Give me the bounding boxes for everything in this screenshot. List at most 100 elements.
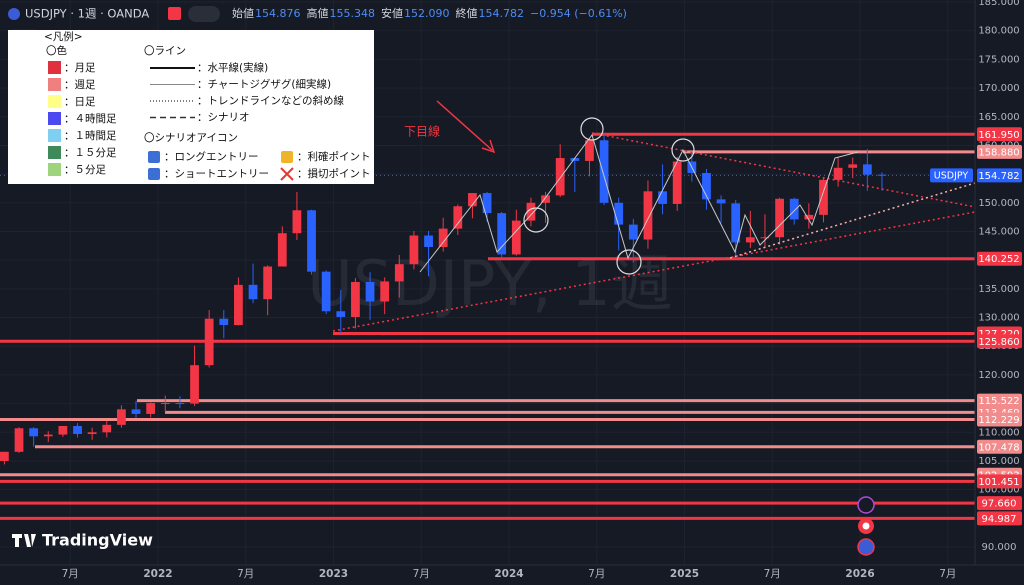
trend-line [332,211,976,332]
candle-body [73,425,82,435]
brand: TradingView [12,531,153,550]
candle-body [877,174,887,176]
circle-marker [616,249,642,275]
level-label-box [977,251,1022,266]
y-tick-label: 105.000 [978,456,1019,467]
x-tick-label: 2026 [845,568,874,580]
candle-body [365,281,375,302]
candle-body [862,164,872,175]
candle-body [219,318,229,326]
level-label-box [977,127,1022,142]
legend-label: ：シナリオ [197,112,250,124]
level-label: 101.451 [978,477,1019,488]
legend-heading: 〇シナリオアイコン [144,132,238,144]
ohlc-value: 154.782 [479,7,525,20]
legend-swatch [48,112,61,125]
candle-body [672,161,682,204]
legend-swatch [48,78,61,91]
levels [0,132,975,520]
ohlc-label: 始値 [232,6,254,20]
legend-icon [148,151,160,163]
level-label-box [977,393,1022,408]
x-tick-label: 2025 [670,568,699,580]
legend-swatch [48,95,61,108]
y-tick-label: 135.000 [978,284,1019,295]
legend: <凡例>〇色 ：月足 ：週足 ：日足 ：４時間足 ：１時間足 ：１５分足 ：５分足 〇ライン ：水… [8,30,374,184]
last-price-label: 154.782 [978,171,1019,182]
y-tick-label: 165.000 [978,112,1019,123]
level-label: 112.229 [978,415,1019,426]
candles [0,134,887,465]
candle-body [775,198,784,238]
x-tick-label: 2023 [319,568,348,580]
legend-label: ：週足 [64,79,96,91]
legend-swatch [48,61,61,74]
level-label: 125.860 [978,337,1019,348]
ohlc-label: 高値 [307,6,329,20]
level-label-box [977,439,1022,454]
symbol-icon [8,8,20,20]
legend-label: ：損切ポイント [297,167,371,180]
candle-body [58,425,68,435]
legend-icon [281,151,293,163]
legend-label: ：チャートジグザグ(細実線) [197,78,331,91]
y-tick-label: 145.000 [978,226,1019,237]
candle-body [716,199,726,204]
candle-body [0,451,9,461]
candle-body [731,203,741,243]
legend-label: ：１時間足 [64,130,117,142]
legend-label: ：５分足 [64,164,106,176]
legend-label: ：１５分足 [64,147,117,159]
legend-label: ：ロングエントリー [164,150,259,163]
x-tick-label: 7月 [764,568,781,580]
candle-body [14,428,24,452]
candle-body [424,235,433,247]
candle-body [263,266,273,300]
x-tick-label: 7月 [237,568,254,580]
y-tick-label: 90.000 [982,542,1017,553]
y-tick-label: 150.000 [978,198,1019,209]
candle-body [248,284,258,300]
axes: 185.000180.000175.000170.000165.000160.0… [62,0,1022,580]
x-tick-label: 2022 [143,568,172,580]
level-label: 94.987 [982,514,1017,525]
candle-body [833,167,843,180]
candle-body [351,281,360,317]
candle-body [819,179,828,215]
level-label-box [977,334,1022,349]
candle-body [760,237,770,239]
candle-body [643,191,653,240]
candle-body [394,264,404,282]
legend-label: ：日足 [64,96,96,108]
circle-marker [671,138,695,162]
legend-label: ：水平線(実線) [197,61,268,74]
bottom-icons [857,496,875,556]
candle-body [482,193,492,214]
circle-marker [580,117,604,141]
y-tick-label: 175.000 [978,54,1019,65]
candle-body [745,237,755,243]
candle-body [555,158,565,196]
legend-label: ：ショートエントリー [164,168,269,180]
candle-body [321,271,331,312]
x-tick-label: 7月 [939,568,956,580]
flag-icon [168,7,181,20]
candle-body [614,202,624,225]
legend-heading: 〇色 [46,44,67,57]
legend-label: ：利確ポイント [297,150,371,163]
ohlc-label: 終値 [456,6,478,20]
circle-marker [523,207,549,233]
candle-body [292,210,302,234]
level-label: 140.252 [978,254,1019,265]
legend-swatch [48,163,61,176]
legend-label: ：月足 [64,62,96,74]
candle-body [307,210,316,272]
legend-swatch [48,129,61,142]
icon [862,522,870,530]
candle-body [658,191,667,204]
x-tick-label: 7月 [588,568,605,580]
candle-body [204,318,214,366]
drawings [332,100,976,332]
brand-logo [12,534,36,547]
candle-body [380,281,390,302]
